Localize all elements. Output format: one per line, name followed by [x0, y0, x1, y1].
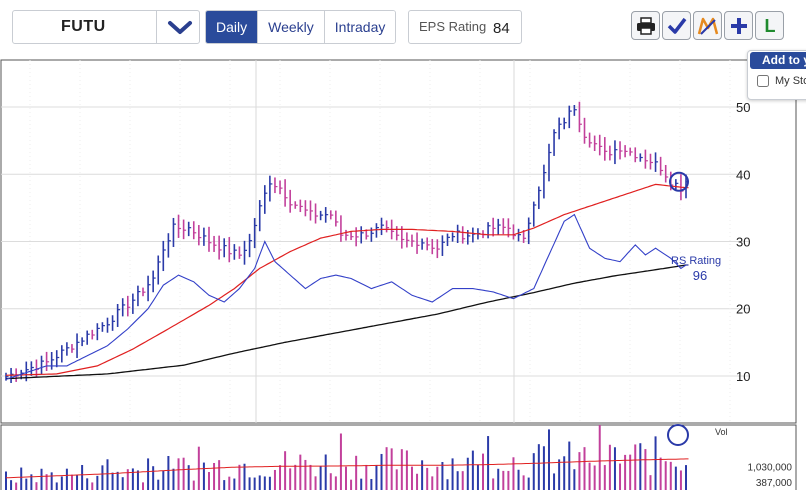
- plus-icon: [730, 17, 747, 34]
- tab-weekly[interactable]: Weekly: [257, 11, 324, 43]
- chevron-down-icon[interactable]: [163, 17, 197, 39]
- ticker-symbol: FUTU: [61, 18, 106, 35]
- tab-daily[interactable]: Daily: [206, 11, 258, 43]
- eps-rating-value: 84: [493, 20, 510, 37]
- letter-l-icon: L: [764, 16, 775, 36]
- price-panel: 10 20 30 40 50 RS Rating 96: [0, 59, 797, 424]
- volume-label: Vol: [715, 427, 728, 437]
- logo-icon: [697, 17, 718, 35]
- print-button[interactable]: [631, 11, 660, 40]
- y-tick-label: 10: [736, 369, 750, 384]
- watchlist-option-label: My Sto: [775, 75, 806, 87]
- tab-intraday[interactable]: Intraday: [323, 11, 396, 43]
- ma-50-line: [5, 183, 689, 376]
- highlight-circle: [669, 171, 689, 192]
- volume-panel: Vol 1,030,000 387,000: [0, 424, 797, 490]
- print-icon: [636, 16, 655, 35]
- leaderboard-button[interactable]: L: [755, 11, 784, 40]
- rs-rating-label: RS Rating: [671, 255, 721, 267]
- marketsmith-button[interactable]: [693, 11, 722, 40]
- eps-rating-box: EPS Rating 84: [408, 10, 522, 44]
- letter-l-text: L: [764, 16, 775, 36]
- y-tick-label: 20: [736, 302, 750, 317]
- add-to-watchlist-popup: Add to y My Sto: [747, 50, 806, 100]
- check-icon: [667, 17, 686, 34]
- ma-200-line: [5, 264, 689, 380]
- chart-tools: L: [631, 11, 784, 40]
- eps-rating-label: EPS Rating: [419, 19, 487, 34]
- watchlist-checkbox[interactable]: [757, 75, 769, 87]
- add-button[interactable]: [724, 11, 753, 40]
- y-tick-label: 40: [736, 167, 750, 182]
- toolbar: FUTU Daily Weekly Intraday EPS Rating 84: [0, 0, 806, 58]
- check-button[interactable]: [662, 11, 691, 40]
- rs-line: [5, 213, 689, 380]
- volume-tick-label: 1,030,000: [748, 463, 793, 474]
- volume-tick-label: 387,000: [756, 478, 793, 489]
- period-tabs: Daily Weekly Intraday: [205, 10, 397, 44]
- ticker-input[interactable]: FUTU: [12, 10, 200, 44]
- volume-highlight-circle: [667, 424, 689, 446]
- y-tick-label: 50: [736, 100, 750, 115]
- rs-rating-value: 96: [693, 268, 707, 283]
- y-tick-label: 30: [736, 235, 750, 250]
- popup-title: Add to y: [750, 52, 806, 69]
- volume-average-line: [5, 458, 689, 479]
- watchlist-option[interactable]: My Sto: [757, 75, 806, 87]
- ticker-divider: [156, 11, 157, 43]
